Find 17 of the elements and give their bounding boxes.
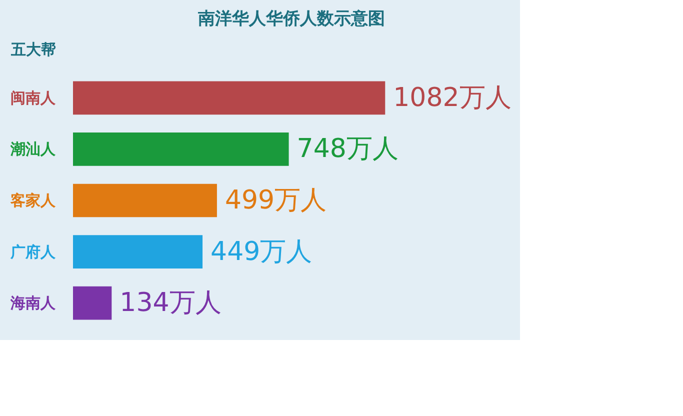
y-tick-label: 潮汕人 xyxy=(10,140,56,158)
data-label: 449万人 xyxy=(210,236,312,267)
bar xyxy=(73,286,112,320)
bar xyxy=(73,184,217,218)
bar xyxy=(73,132,289,166)
bar xyxy=(73,235,203,268)
y-tick-label: 客家人 xyxy=(10,192,56,210)
y-axis-title: 五大帮 xyxy=(10,40,56,58)
data-label: 748万人 xyxy=(296,134,398,164)
y-tick-label: 闽南人 xyxy=(10,88,56,107)
chart-title: 南洋华人华侨人数示意图 xyxy=(197,9,385,29)
y-tick-label: 海南人 xyxy=(10,294,56,312)
data-label: 499万人 xyxy=(224,186,327,216)
bar xyxy=(73,81,386,115)
data-label: 1082万人 xyxy=(393,82,512,113)
data-label: 134万人 xyxy=(120,288,222,318)
y-tick-label: 广府人 xyxy=(10,242,56,261)
